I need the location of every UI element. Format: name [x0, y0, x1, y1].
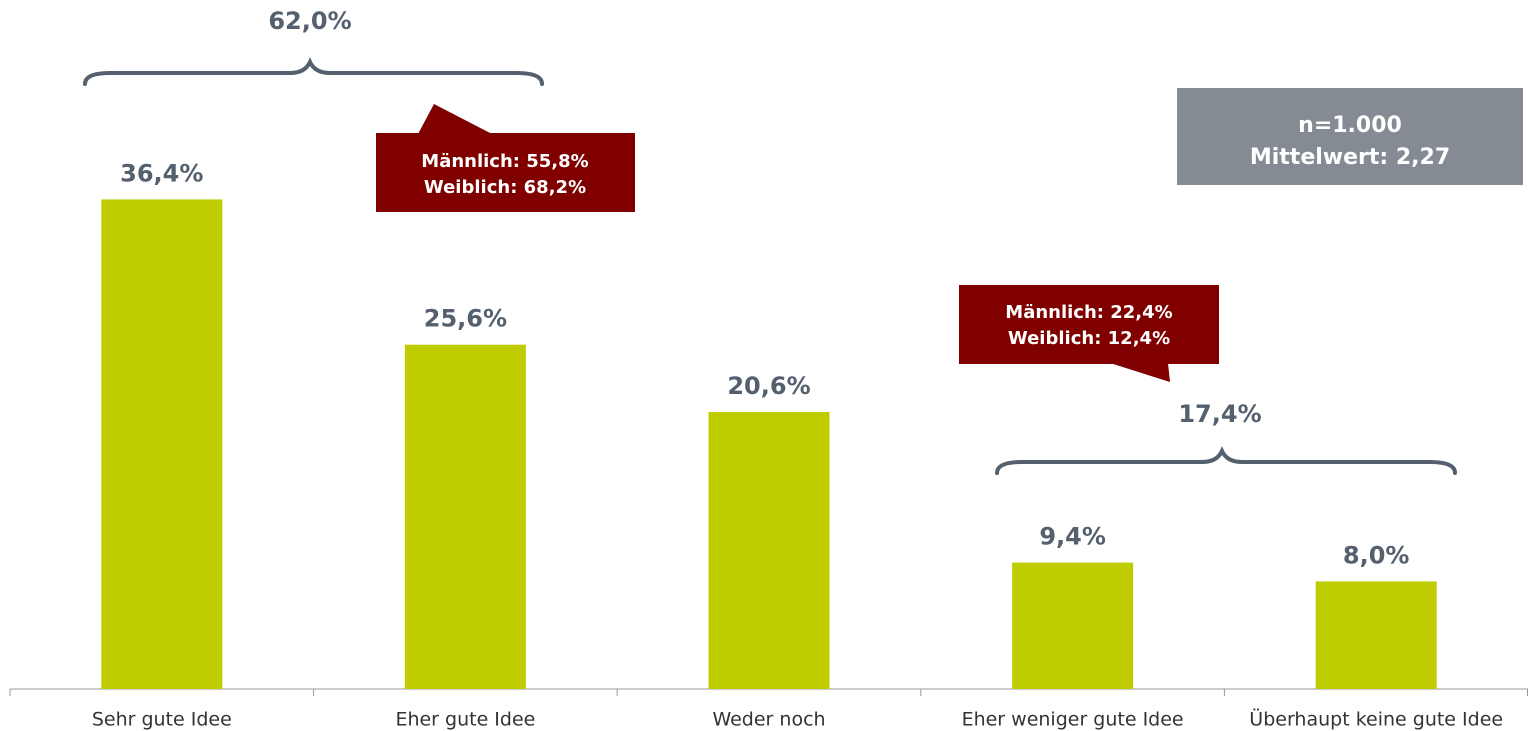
bar [708, 411, 830, 689]
callout-pointer [418, 104, 492, 134]
bar [1315, 581, 1437, 689]
value-label: 8,0% [1343, 541, 1410, 569]
x-tick-label: Überhaupt keine gute Idee [1249, 708, 1503, 731]
info-text: n=1.000 [1298, 113, 1402, 138]
x-tick-label: Eher gute Idee [395, 709, 535, 731]
bracket-label: 17,4% [1178, 400, 1261, 428]
x-tick-label: Sehr gute Idee [92, 709, 232, 731]
bar [101, 199, 223, 690]
bracket-label: 62,0% [268, 7, 351, 35]
callout [959, 285, 1219, 364]
info-text: Mittelwert: 2,27 [1250, 145, 1450, 170]
callout-text: Männlich: 55,8% [421, 151, 588, 172]
value-label: 9,4% [1039, 523, 1106, 551]
callout-text: Männlich: 22,4% [1005, 302, 1172, 323]
value-label: 25,6% [424, 305, 507, 333]
bracket [995, 446, 1457, 475]
bar [1012, 562, 1134, 689]
bracket [83, 57, 544, 86]
callout-text: Weiblich: 68,2% [424, 177, 586, 198]
info-box [1177, 88, 1523, 185]
value-label: 36,4% [120, 159, 203, 187]
callout-pointer [1110, 363, 1170, 382]
callout-text: Weiblich: 12,4% [1008, 328, 1170, 349]
value-label: 20,6% [727, 372, 810, 400]
x-tick-label: Eher weniger gute Idee [962, 709, 1184, 731]
bar [404, 344, 526, 689]
callout [376, 133, 635, 212]
x-tick-label: Weder noch [712, 709, 825, 731]
